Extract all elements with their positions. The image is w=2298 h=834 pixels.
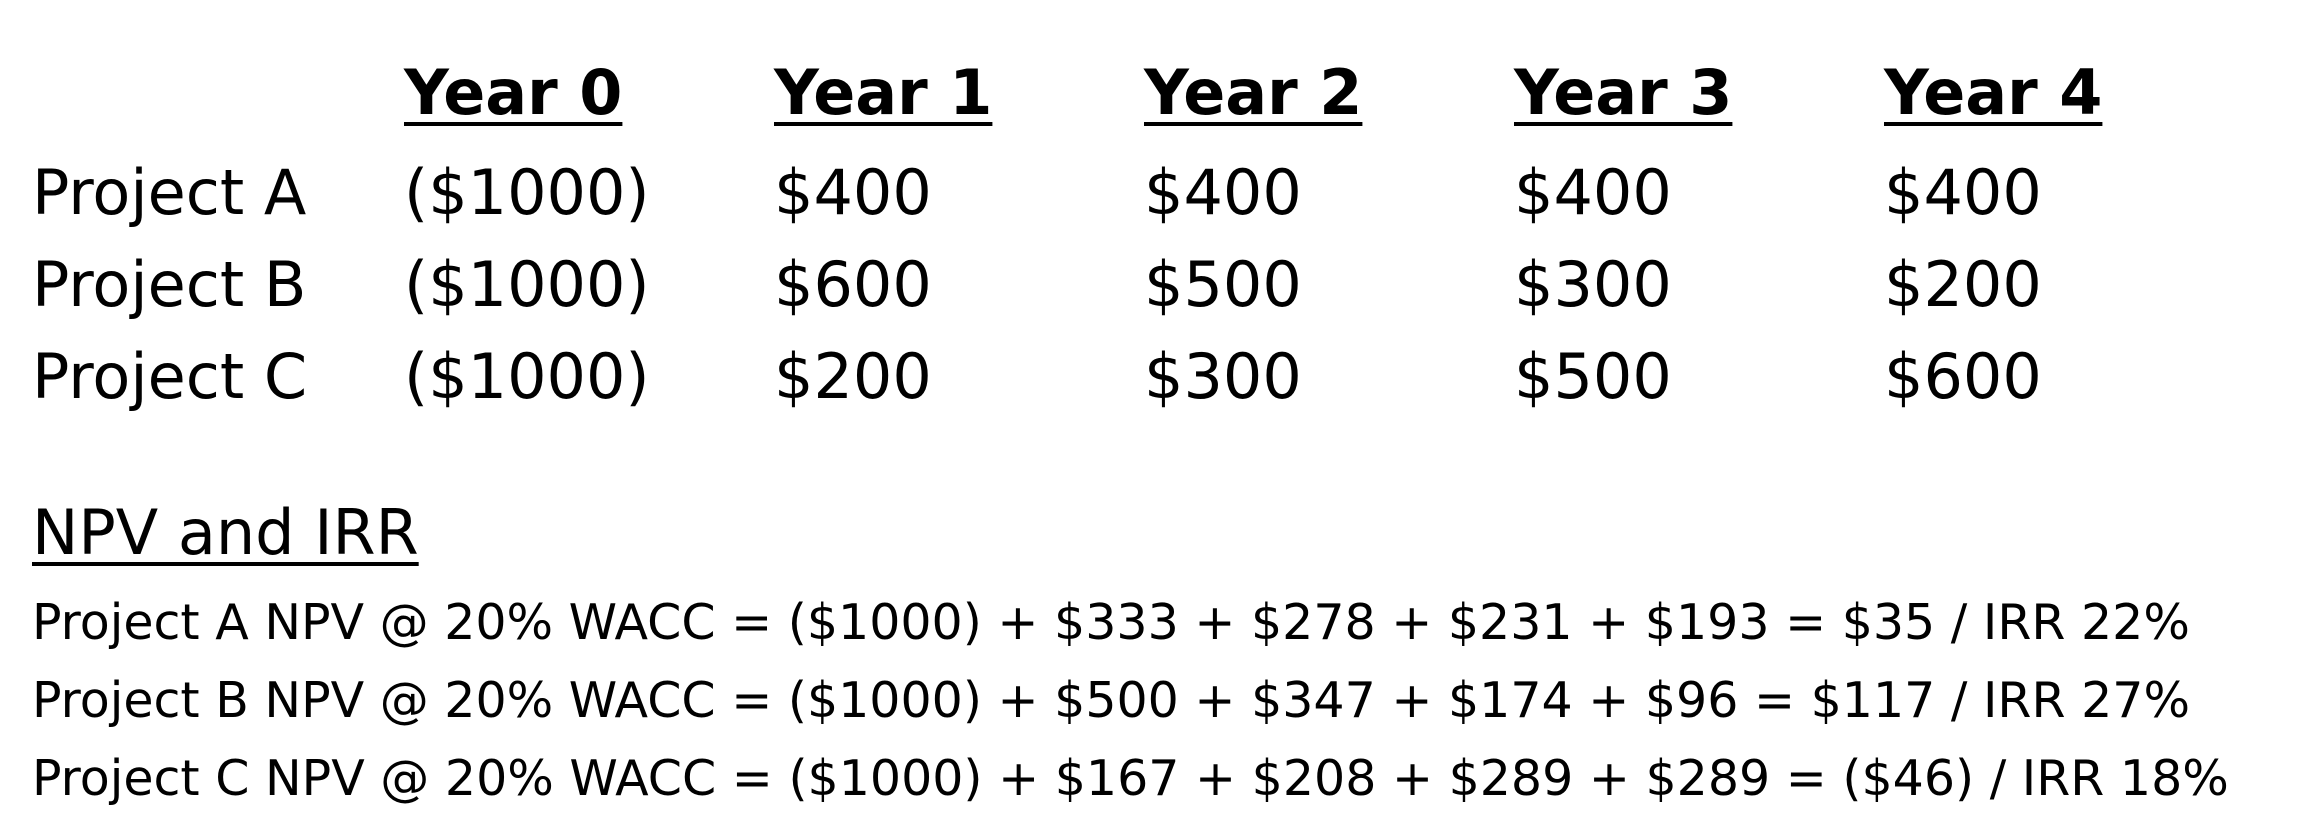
cell-year-3: $300 [1514, 248, 1672, 321]
npv-line-project-b: Project B NPV @ 20% WACC = ($1000) + $50… [32, 672, 2191, 729]
cell-year-4: $200 [1884, 248, 2042, 321]
header-year-4: Year 4 [1884, 56, 2103, 129]
header-year-0: Year 0 [404, 56, 623, 129]
row-label: Project B [32, 248, 307, 321]
header-year-2: Year 2 [1144, 56, 1363, 129]
cell-year-4: $400 [1884, 156, 2042, 229]
cell-year-1: $400 [774, 156, 932, 229]
cell-year-2: $500 [1144, 248, 1302, 321]
npv-line-project-a: Project A NPV @ 20% WACC = ($1000) + $33… [32, 594, 2190, 651]
cell-year-3: $500 [1514, 340, 1672, 413]
cell-year-1: $200 [774, 340, 932, 413]
cell-year-2: $400 [1144, 156, 1302, 229]
row-label: Project C [32, 340, 308, 413]
cell-year-4: $600 [1884, 340, 2042, 413]
cell-year-0: ($1000) [404, 340, 650, 413]
cell-year-2: $300 [1144, 340, 1302, 413]
npv-line-project-c: Project C NPV @ 20% WACC = ($1000) + $16… [32, 750, 2229, 807]
section-title: NPV and IRR [32, 496, 419, 569]
cell-year-1: $600 [774, 248, 932, 321]
header-year-3: Year 3 [1514, 56, 1733, 129]
cell-year-3: $400 [1514, 156, 1672, 229]
row-label: Project A [32, 156, 307, 229]
header-year-1: Year 1 [774, 56, 993, 129]
cell-year-0: ($1000) [404, 156, 650, 229]
cell-year-0: ($1000) [404, 248, 650, 321]
